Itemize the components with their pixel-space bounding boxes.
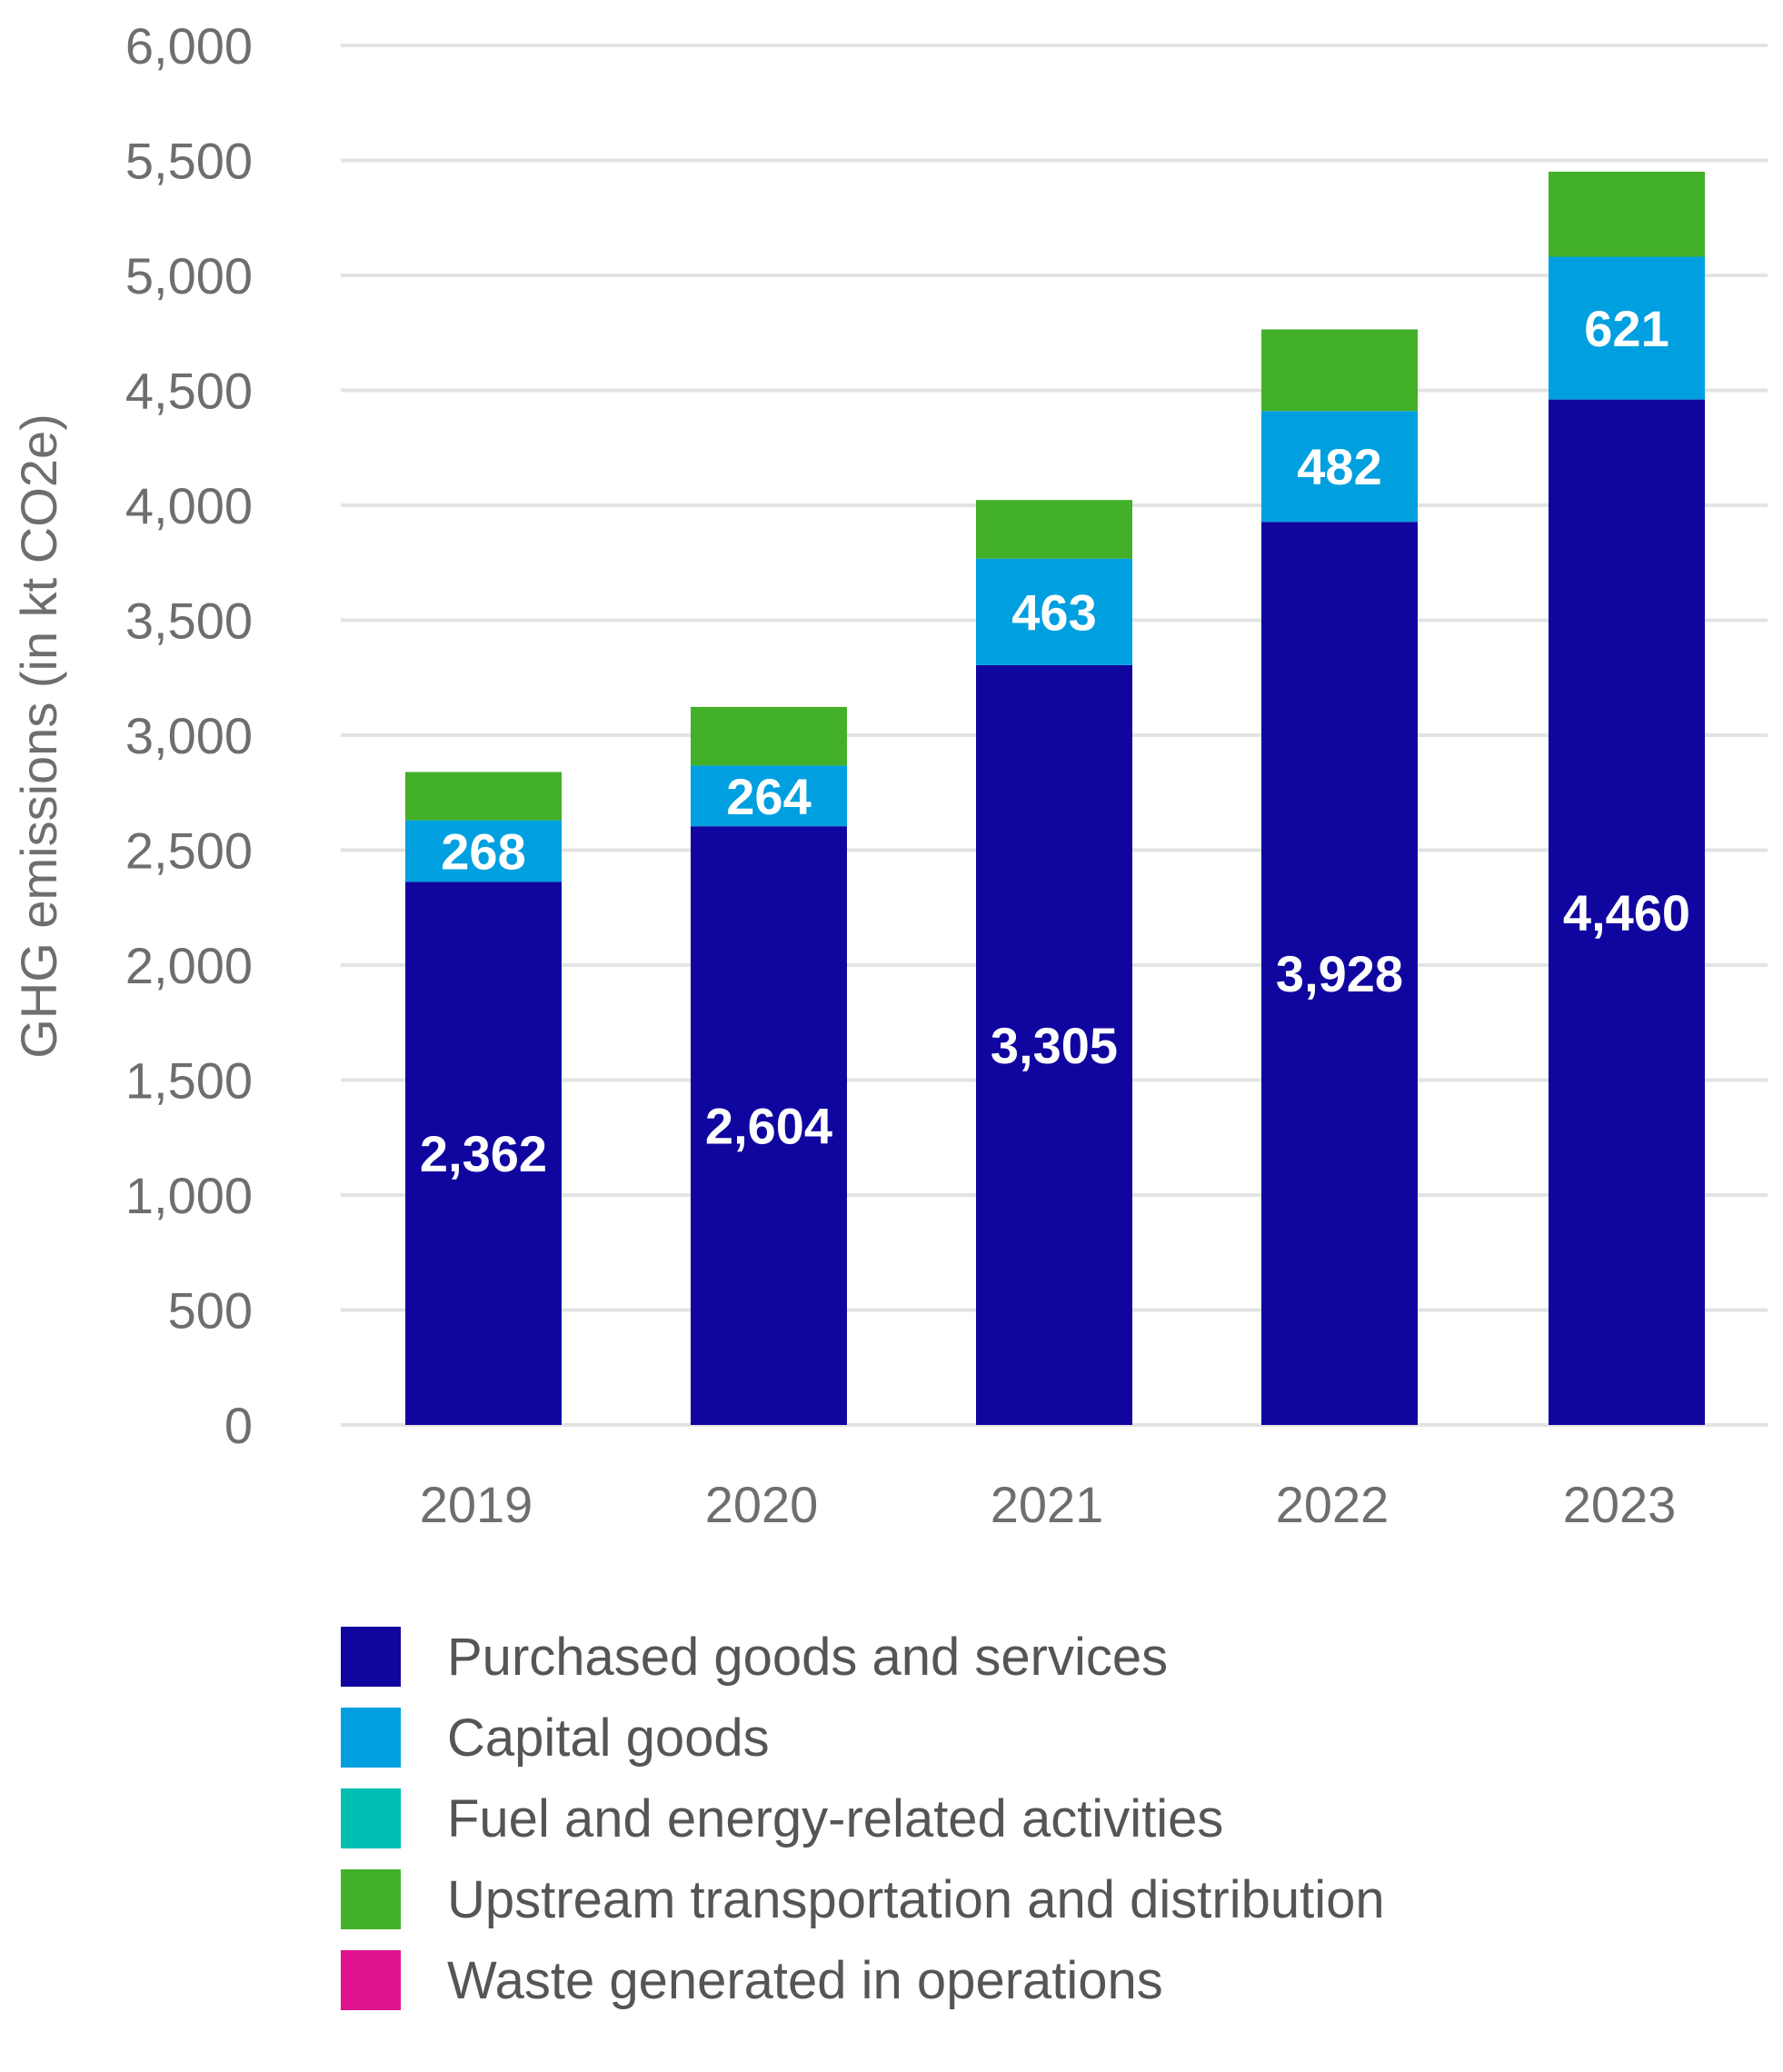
y-tick-label: 1,000	[125, 1167, 253, 1224]
legend-swatch	[341, 1708, 401, 1768]
bar-segment	[1549, 171, 1705, 257]
y-tick-label: 2,000	[125, 937, 253, 994]
bar-segment	[1261, 522, 1418, 1425]
legend-label: Purchased goods and services	[447, 1628, 1168, 1687]
bar-segment	[405, 882, 562, 1425]
legend-label: Fuel and energy-related activities	[447, 1789, 1223, 1848]
y-axis-ticks: 0 500 1,000 1,500 2,000 2,500 3,000 3,500 4,000 4…	[125, 17, 253, 1454]
data-label: 2,362	[420, 1125, 547, 1182]
x-axis-ticks: 2019 2020 2021 2022 2023	[420, 1476, 1677, 1533]
y-axis-label: GHG emissions (in kt CO2e)	[10, 413, 67, 1059]
bar-segment	[976, 558, 1132, 665]
legend-label: Upstream transportation and distribution	[447, 1870, 1385, 1929]
x-tick-label: 2023	[1563, 1476, 1677, 1533]
data-label: 2,604	[705, 1098, 832, 1155]
y-tick-label: 4,500	[125, 363, 253, 420]
x-tick-label: 2022	[1276, 1476, 1390, 1533]
y-tick-label: 3,000	[125, 707, 253, 764]
bar-segment	[1261, 329, 1418, 412]
data-labels-layer: 2,362 268 2,604 264 3,305 463 3,928 482 4,460 621	[420, 300, 1690, 1182]
legend-swatch	[341, 1627, 401, 1687]
bar-segment	[1549, 256, 1705, 400]
legend-label: Capital goods	[447, 1708, 770, 1768]
x-tick-label: 2020	[705, 1476, 819, 1533]
bar-segment	[1261, 411, 1418, 523]
y-tick-label: 5,500	[125, 133, 253, 190]
bar-segment	[691, 826, 847, 1425]
legend: Purchased goods and services Capital good…	[341, 1627, 1385, 2010]
x-tick-label: 2019	[420, 1476, 533, 1533]
bar-segment	[976, 664, 1132, 1425]
data-label: 3,928	[1276, 945, 1403, 1002]
y-tick-label: 5,000	[125, 247, 253, 304]
data-label: 463	[1011, 583, 1096, 641]
y-tick-label: 500	[168, 1282, 253, 1340]
legend-swatch	[341, 1869, 401, 1929]
y-tick-label: 3,500	[125, 593, 253, 650]
bar-segment	[976, 500, 1132, 559]
y-tick-label: 4,000	[125, 477, 253, 534]
legend-swatch	[341, 1788, 401, 1848]
y-tick-label: 6,000	[125, 17, 253, 75]
data-label: 264	[726, 768, 811, 825]
bar-segment	[691, 706, 847, 766]
legend-swatch	[341, 1950, 401, 2010]
y-tick-label: 0	[224, 1397, 253, 1454]
bars-layer	[405, 171, 1705, 1425]
bar-segment	[691, 765, 847, 827]
data-label: 4,460	[1563, 884, 1690, 941]
bar-segment	[405, 772, 562, 821]
data-label: 482	[1297, 438, 1381, 495]
data-label: 268	[441, 823, 525, 881]
y-tick-label: 2,500	[125, 822, 253, 880]
data-label: 621	[1584, 300, 1668, 357]
y-tick-label: 1,500	[125, 1052, 253, 1110]
x-tick-label: 2021	[991, 1476, 1104, 1533]
bar-segment	[405, 820, 562, 882]
data-label: 3,305	[991, 1017, 1118, 1074]
bar-segment	[1549, 399, 1705, 1425]
legend-label: Waste generated in operations	[447, 1951, 1163, 2010]
